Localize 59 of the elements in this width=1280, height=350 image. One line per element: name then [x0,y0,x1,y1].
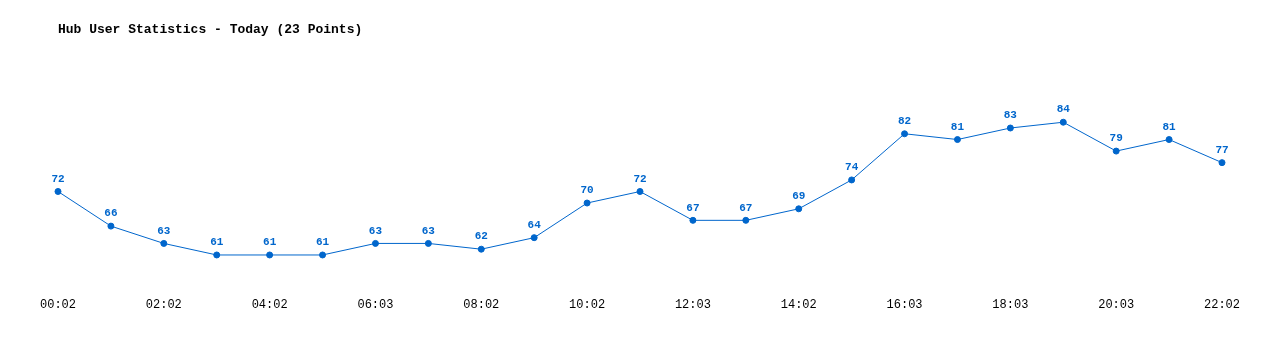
data-label: 81 [950,120,965,133]
data-label: 77 [1215,143,1229,156]
point [424,239,432,247]
data-label: 66 [104,207,118,220]
data-label: 61 [315,236,330,249]
data-label: 61 [210,236,224,249]
data-label: 74 [845,161,859,174]
point [953,136,961,144]
point [1059,118,1067,126]
x-tick-label: 22:02 [1203,297,1241,312]
data-label: 70 [580,184,594,197]
point [1218,159,1226,167]
point [1006,124,1014,132]
data-label: 67 [739,201,753,214]
point [901,130,909,138]
point [689,216,697,224]
data-label: 61 [263,236,277,249]
data-label: 72 [633,172,647,185]
data-label: 84 [1056,103,1071,116]
data-label: 82 [897,115,912,128]
data-label: 69 [792,190,806,203]
point [848,176,856,184]
chart-title: Hub User Statistics - Today (23 Points) [58,22,363,38]
point [795,205,803,213]
data-label: 63 [157,224,171,237]
data-label: 62 [474,230,488,243]
point [477,245,485,253]
point [636,187,644,195]
data-label: 63 [421,224,436,237]
data-label: 72 [51,172,65,185]
x-tick-label: 10:02 [569,297,606,312]
point [160,239,168,247]
x-tick-label: 20:03 [1098,297,1135,312]
point [1112,147,1120,155]
x-tick-label: 08:02 [463,297,500,312]
point [266,251,274,259]
data-label: 67 [686,201,700,214]
data-label: 79 [1109,132,1123,145]
point [742,216,750,224]
point [371,239,379,247]
data-label: 63 [368,224,383,237]
x-tick-label: 00:02 [39,297,77,312]
point [54,187,62,195]
x-tick-label: 12:03 [674,297,711,312]
x-tick-label: 18:03 [992,297,1029,312]
point [1165,136,1173,144]
point [107,222,115,230]
x-tick-label: 04:02 [251,297,288,312]
data-label: 81 [1162,120,1177,133]
point [319,251,327,259]
data-label: 64 [527,218,542,231]
point [530,234,538,242]
point [213,251,221,259]
x-tick-label: 02:02 [145,297,182,312]
point [583,199,591,207]
x-tick-label: 16:03 [886,297,923,312]
x-tick-label: 06:03 [357,297,394,312]
x-tick-label: 14:02 [780,297,817,312]
data-label: 83 [1003,109,1018,122]
